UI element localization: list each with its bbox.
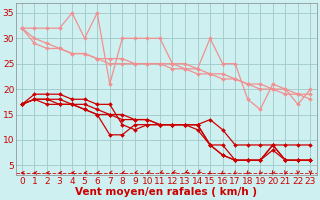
X-axis label: Vent moyen/en rafales ( km/h ): Vent moyen/en rafales ( km/h ): [75, 187, 257, 197]
